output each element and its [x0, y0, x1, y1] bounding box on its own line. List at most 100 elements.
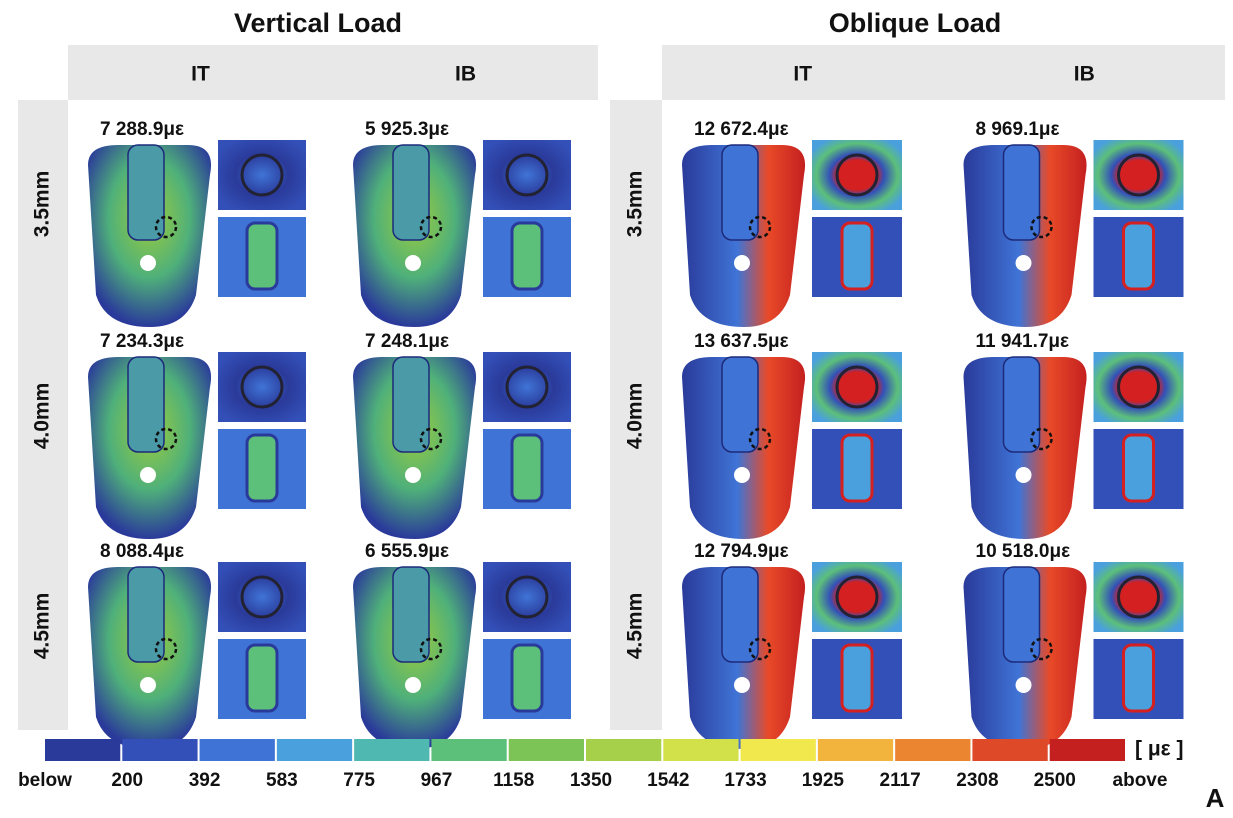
- nerve-hole: [734, 255, 750, 271]
- colorbar-label: 2308: [956, 770, 998, 791]
- section-ring: [240, 575, 284, 619]
- section-implant: [245, 221, 279, 291]
- stress-marker: [419, 637, 443, 661]
- section-ring: [1117, 365, 1160, 409]
- implant: [1002, 356, 1041, 453]
- colorbar-unit: [ με ]: [1135, 738, 1183, 761]
- implant: [392, 144, 430, 241]
- colorbar-label: 1158: [493, 770, 534, 791]
- section-implant: [840, 433, 874, 503]
- section-implant: [510, 433, 544, 503]
- implant: [721, 144, 759, 241]
- colorbar-segment: [972, 739, 1048, 761]
- section-implant: [840, 221, 874, 291]
- section-ring: [835, 575, 879, 619]
- section-implant: [245, 433, 279, 503]
- section-implant: [1122, 433, 1155, 503]
- strain-value: 8 088.4με: [100, 541, 184, 562]
- colorbar-label: 200: [111, 770, 143, 791]
- strain-value: 5 925.3με: [365, 119, 449, 140]
- strain-value: 7 288.9με: [100, 119, 184, 140]
- section-top: [812, 562, 902, 632]
- colorbar-label: below: [18, 770, 72, 791]
- colorbar-segment: [122, 739, 198, 761]
- nerve-hole: [405, 255, 421, 271]
- implant: [1002, 144, 1041, 241]
- strain-value: 6 555.9με: [365, 541, 449, 562]
- section-ring: [835, 153, 879, 197]
- colorbar-segment: [1049, 739, 1125, 761]
- strain-value: 11 941.7με: [976, 331, 1070, 352]
- section-ring: [1117, 575, 1160, 619]
- stress-marker: [154, 427, 178, 451]
- colorbar-segment: [354, 739, 430, 761]
- colorbar-segment: [431, 739, 507, 761]
- colorbar-segment: [740, 739, 816, 761]
- section-ring: [505, 575, 549, 619]
- colorbar-segment: [663, 739, 739, 761]
- stress-marker: [419, 427, 443, 451]
- row-label-bar: [18, 100, 68, 730]
- section-top: [812, 140, 902, 210]
- colorbar-label: 583: [266, 770, 298, 791]
- section-implant: [510, 221, 544, 291]
- header-bar: [662, 45, 1225, 100]
- implant: [392, 566, 430, 663]
- implant: [721, 566, 759, 663]
- panel-title: Vertical Load: [234, 8, 402, 38]
- stress-marker: [748, 637, 772, 661]
- strain-value: 8 969.1με: [976, 119, 1060, 140]
- column-header: IB: [455, 63, 476, 86]
- colorbar-label: 392: [189, 770, 221, 791]
- row-label-bar: [610, 100, 662, 730]
- colorbar-label: 967: [421, 770, 453, 791]
- nerve-hole: [1015, 255, 1032, 271]
- section-top: [483, 140, 571, 210]
- stress-marker: [748, 427, 772, 451]
- header-bar: [68, 45, 598, 100]
- section-implant: [1122, 643, 1155, 713]
- colorbar-segment: [895, 739, 971, 761]
- colorbar-segment: [817, 739, 894, 761]
- colorbar-label: 1350: [570, 770, 612, 791]
- nerve-hole: [140, 467, 156, 483]
- section-top: [1093, 352, 1184, 422]
- section-ring: [240, 365, 284, 409]
- row-label: 4.5mm: [624, 593, 647, 660]
- nerve-hole: [405, 467, 421, 483]
- nerve-hole: [734, 467, 750, 483]
- colorbar-label: 2117: [880, 770, 921, 791]
- colorbar-label: 775: [343, 770, 375, 791]
- colorbar-label: above: [1113, 770, 1168, 791]
- section-implant: [245, 643, 279, 713]
- implant: [1002, 566, 1041, 663]
- implant: [127, 566, 165, 663]
- colorbar-segment: [508, 739, 584, 761]
- colorbar-label: 1733: [724, 770, 766, 791]
- nerve-hole: [405, 677, 421, 693]
- section-top: [483, 352, 571, 422]
- strain-value: 7 234.3με: [100, 331, 184, 352]
- section-implant: [840, 643, 874, 713]
- section-top: [483, 562, 571, 632]
- colorbar-segment: [276, 739, 353, 761]
- stress-marker: [1030, 637, 1053, 661]
- row-label: 3.5mm: [624, 171, 647, 238]
- stress-marker: [419, 215, 443, 239]
- section-top: [812, 352, 902, 422]
- section-top: [218, 352, 306, 422]
- nerve-hole: [734, 677, 750, 693]
- implant: [392, 356, 430, 453]
- implant: [721, 356, 759, 453]
- strain-value: 12 672.4με: [694, 119, 789, 140]
- nerve-hole: [1015, 467, 1032, 483]
- colorbar-segment: [199, 739, 275, 761]
- colorbar-label: 1542: [647, 770, 689, 791]
- colorbar-segment: [586, 739, 662, 761]
- stress-marker: [154, 637, 178, 661]
- strain-value: 10 518.0με: [976, 541, 1071, 562]
- section-ring: [505, 365, 549, 409]
- nerve-hole: [140, 255, 156, 271]
- section-top: [1093, 562, 1184, 632]
